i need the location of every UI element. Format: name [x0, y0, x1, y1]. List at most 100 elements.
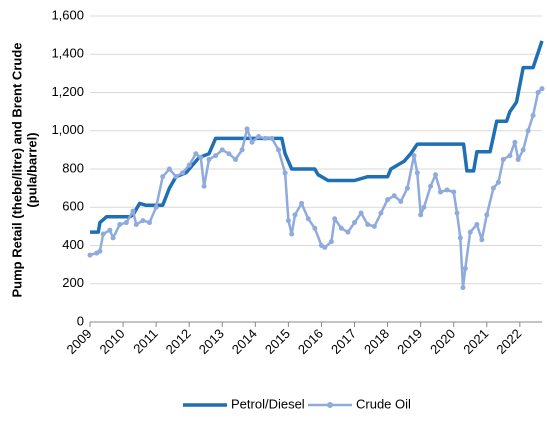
data-point: [153, 204, 159, 210]
data-point: [322, 244, 328, 250]
data-point: [404, 185, 410, 191]
data-point: [414, 170, 420, 176]
y-tick-label: 200: [62, 275, 84, 290]
data-point: [500, 156, 506, 162]
data-point: [433, 172, 439, 178]
data-point: [180, 170, 186, 176]
x-tick-label: 2017: [328, 326, 359, 357]
legend-label: Petrol/Diesel: [231, 396, 305, 411]
y-tick-label: 1,000: [51, 122, 84, 137]
data-point: [437, 189, 443, 195]
data-point: [515, 156, 521, 162]
data-point: [305, 216, 311, 222]
data-point: [385, 197, 391, 203]
data-point: [201, 183, 207, 189]
data-point: [462, 265, 468, 271]
data-point: [232, 156, 238, 162]
data-point: [451, 189, 457, 195]
data-point: [479, 237, 485, 243]
x-tick-label: 2015: [262, 326, 293, 357]
x-tick-label: 2012: [163, 326, 194, 357]
data-point: [391, 193, 397, 199]
data-point: [411, 153, 417, 159]
data-point: [123, 220, 129, 226]
data-point: [292, 212, 298, 218]
data-point: [289, 231, 295, 237]
data-point: [495, 179, 501, 185]
line-series: [90, 40, 544, 234]
data-point: [193, 151, 199, 157]
data-point: [299, 200, 305, 206]
legend-marker: [327, 402, 333, 408]
data-point: [117, 221, 123, 227]
data-point: [312, 225, 318, 231]
data-point: [285, 218, 291, 224]
x-tick-label: 2010: [97, 326, 128, 357]
data-point: [147, 220, 153, 226]
data-point: [213, 153, 219, 159]
data-point: [467, 229, 473, 235]
y-tick-label: 600: [62, 199, 84, 214]
data-point: [328, 239, 334, 245]
data-point: [371, 223, 377, 229]
x-tick-label: 2022: [493, 326, 524, 357]
data-point: [398, 199, 404, 205]
data-point: [421, 204, 427, 210]
data-point: [454, 210, 460, 216]
data-point: [457, 235, 463, 241]
data-point: [539, 86, 545, 92]
legend-label: Crude Oil: [356, 396, 411, 411]
x-tick-label: 2020: [427, 326, 458, 357]
x-tick-label: 2013: [196, 326, 227, 357]
data-point: [249, 139, 255, 145]
y-axis-title: Pump Retail (thebe/litre) and Brent Crud…: [9, 43, 39, 298]
y-tick-label: 1,200: [51, 84, 84, 99]
data-point: [484, 212, 490, 218]
y-axis-title-line: (pula/barrel): [24, 132, 39, 207]
data-point: [198, 155, 204, 161]
data-point: [269, 135, 275, 141]
data-point: [239, 147, 245, 153]
x-tick-label: 2009: [63, 326, 94, 357]
x-tick-label: 2014: [229, 326, 260, 357]
data-point: [110, 235, 116, 241]
data-point: [206, 156, 212, 162]
data-point: [490, 185, 496, 191]
y-tick-label: 800: [62, 160, 84, 175]
line-series: [89, 87, 543, 289]
data-point: [332, 216, 338, 222]
data-point: [100, 231, 106, 237]
data-point: [444, 187, 450, 193]
data-point: [282, 170, 288, 176]
data-point: [166, 166, 172, 172]
x-tick-label: 2019: [394, 326, 425, 357]
data-point: [87, 252, 93, 258]
data-point: [358, 210, 364, 216]
data-point: [133, 221, 139, 227]
y-tick-label: 1,400: [51, 46, 84, 61]
data-point: [474, 221, 480, 227]
data-point: [130, 208, 136, 214]
data-point: [262, 135, 268, 141]
data-point: [530, 112, 536, 118]
y-tick-label: 1,600: [51, 7, 84, 22]
data-point: [428, 183, 434, 189]
data-point: [140, 218, 146, 224]
x-tick-label: 2018: [361, 326, 392, 357]
data-point: [160, 174, 166, 180]
data-point: [535, 90, 541, 95]
y-tick-label: 0: [77, 313, 84, 328]
data-point: [365, 221, 371, 227]
data-point: [244, 126, 250, 132]
data-point: [345, 229, 351, 235]
data-point: [186, 162, 192, 168]
data-point: [338, 225, 344, 231]
x-tick-label: 2021: [460, 326, 491, 357]
y-tick-label: 400: [62, 237, 84, 252]
data-point: [173, 174, 179, 180]
data-point: [256, 133, 262, 139]
data-point: [520, 147, 526, 153]
data-point: [97, 248, 103, 254]
x-tick-label: 2016: [295, 326, 326, 357]
